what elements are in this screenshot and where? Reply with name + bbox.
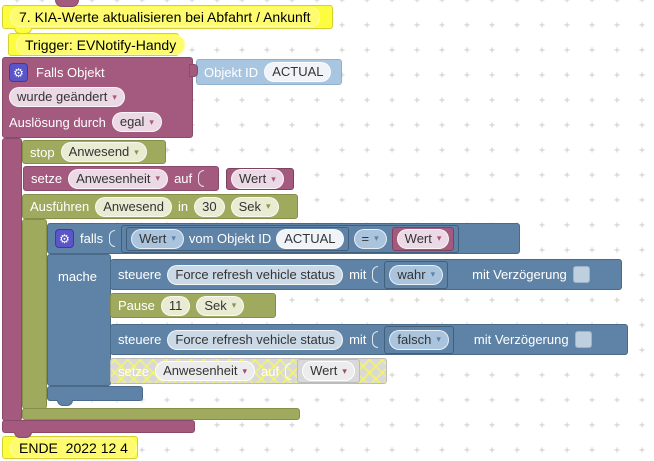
delay-label: mit Verzögerung: [473, 332, 569, 347]
comment-text: ENDE 2022 12 4: [10, 437, 137, 458]
if-block-header[interactable]: ⚙ falls Wert ▾ vom Objekt ID ACTUAL = ▾ …: [47, 223, 520, 254]
value-type-dropdown[interactable]: Wert ▾: [131, 228, 184, 249]
chevron-down-icon: ▾: [374, 233, 379, 243]
value-dropdown[interactable]: Wert ▾: [396, 228, 450, 249]
bool-dropdown[interactable]: wahr ▾: [389, 264, 444, 285]
gear-icon[interactable]: ⚙: [55, 229, 74, 248]
in-label: in: [177, 199, 189, 214]
object-id-block[interactable]: Objekt ID ACTUAL: [196, 59, 342, 85]
value-socket: [198, 170, 205, 187]
operator-dropdown[interactable]: = ▾: [353, 228, 387, 249]
unit-dropdown[interactable]: Sek ▾: [230, 196, 279, 217]
compare-block[interactable]: Wert ▾ vom Objekt ID ACTUAL = ▾ Wert ▾: [121, 224, 460, 253]
comment-text: 7. KIA-Werte aktualisieren bei Abfahrt /…: [10, 7, 320, 27]
chevron-down-icon: ▾: [112, 91, 117, 102]
control-object-field[interactable]: Force refresh vehicle status: [167, 264, 344, 285]
value-block-wert[interactable]: Wert ▾: [226, 168, 294, 190]
trigger-label: Falls Objekt: [36, 65, 105, 80]
comment-block-trigger[interactable]: Trigger: EVNotify-Handy: [8, 33, 186, 56]
to-label: auf: [174, 171, 193, 186]
comment-block-title[interactable]: 7. KIA-Werte aktualisieren bei Abfahrt /…: [2, 5, 333, 29]
get-value-block[interactable]: Wert ▾ vom Objekt ID ACTUAL: [126, 226, 349, 251]
change-type-dropdown[interactable]: wurde geändert ▾: [9, 87, 125, 107]
comment-text: Trigger: EVNotify-Handy: [16, 34, 186, 55]
comment-block-end[interactable]: ENDE 2022 12 4: [2, 436, 138, 459]
value-socket: [285, 362, 292, 380]
chevron-down-icon: ▾: [436, 334, 441, 344]
chevron-down-icon: ▾: [242, 365, 248, 376]
control-label: steuere: [118, 267, 162, 282]
chevron-down-icon: ▾: [436, 233, 442, 243]
chevron-down-icon: ▾: [134, 146, 139, 157]
bool-dropdown[interactable]: falsch ▾: [389, 329, 449, 350]
control-object-field[interactable]: Force refresh vehicle status: [167, 329, 344, 350]
control-state-block-true[interactable]: steuere Force refresh vehicle status mit…: [110, 259, 622, 290]
timeout-name-dropdown[interactable]: Anwesend ▾: [60, 142, 147, 162]
if-block-bottom[interactable]: [47, 386, 143, 401]
timeout-block-spine[interactable]: [22, 219, 47, 409]
gear-icon[interactable]: ⚙: [9, 63, 28, 82]
value-dropdown[interactable]: Wert ▾: [231, 169, 284, 189]
set-state-block[interactable]: setze Anwesenheit ▾ auf: [23, 166, 219, 191]
stop-label: stop: [30, 144, 55, 160]
set-label: setze: [31, 171, 63, 186]
timeout-block-bottom[interactable]: [22, 408, 300, 420]
delay-checkbox[interactable]: [572, 266, 590, 283]
set-state-block-disabled[interactable]: setze Anwesenheit ▾ auf Wert ▾: [110, 358, 387, 384]
control-label: steuere: [118, 332, 162, 347]
object-id-field[interactable]: ACTUAL: [264, 62, 332, 82]
stop-timeout-block[interactable]: stop Anwesend ▾: [22, 140, 166, 164]
run-label: Ausführen: [30, 199, 90, 214]
condition-socket: [109, 230, 116, 247]
chevron-down-icon: ▾: [171, 233, 176, 243]
delay-label: mit Verzögerung: [472, 267, 567, 282]
logic-value-block[interactable]: wahr ▾: [384, 260, 449, 289]
chevron-down-icon: ▾: [430, 269, 436, 279]
do-label: mache: [58, 269, 98, 284]
connector-bump: [55, 0, 79, 7]
of-object-label: vom Objekt ID: [188, 231, 272, 246]
value-socket: [372, 266, 379, 283]
value-socket: [372, 331, 379, 348]
object-id-label: Objekt ID: [204, 64, 259, 80]
value-block-wert[interactable]: Wert ▾: [391, 226, 455, 251]
trigger-condition-row: Auslösung durch egal ▾: [9, 112, 162, 132]
value-block-wert[interactable]: Wert ▾: [297, 359, 360, 383]
connector-tab: [189, 64, 198, 77]
delay-checkbox[interactable]: [574, 331, 592, 348]
chevron-down-icon: ▾: [155, 173, 161, 183]
state-dropdown[interactable]: Anwesenheit ▾: [68, 168, 169, 189]
trigger-block-bottom[interactable]: [2, 420, 195, 433]
with-label: mit: [349, 332, 367, 347]
pause-block[interactable]: Pause 11 Sek ▾: [110, 293, 276, 318]
trigger-block-header: ⚙ Falls Objekt: [9, 63, 105, 82]
delay-field[interactable]: 30: [194, 196, 225, 217]
state-dropdown[interactable]: Anwesenheit ▾: [155, 361, 256, 381]
control-state-block-false[interactable]: steuere Force refresh vehicle status mit…: [110, 324, 628, 355]
object-id-field[interactable]: ACTUAL: [276, 228, 344, 249]
logic-value-block[interactable]: falsch ▾: [384, 325, 454, 354]
chevron-down-icon: ▾: [149, 116, 154, 127]
trigger-block[interactable]: ⚙ Falls Objekt wurde geändert ▾ Auslösun…: [2, 57, 193, 138]
trigger-block-spine[interactable]: [2, 138, 22, 421]
if-block-body[interactable]: mache: [47, 254, 111, 386]
if-label: falls: [80, 231, 104, 246]
pause-value-field[interactable]: 11: [160, 295, 191, 316]
to-label: auf: [261, 363, 280, 379]
chevron-down-icon: ▾: [231, 300, 237, 310]
condition-dropdown[interactable]: egal ▾: [111, 112, 162, 132]
pause-label: Pause: [118, 298, 155, 313]
timeout-name-field[interactable]: Anwesend: [95, 196, 172, 217]
set-label: setze: [118, 363, 150, 379]
chevron-down-icon: ▾: [265, 201, 271, 211]
pause-unit-dropdown[interactable]: Sek ▾: [196, 295, 245, 316]
chevron-down-icon: ▾: [342, 365, 347, 376]
value-dropdown[interactable]: Wert ▾: [302, 361, 355, 381]
timeout-block[interactable]: Ausführen Anwesend in 30 Sek ▾: [22, 194, 298, 219]
chevron-down-icon: ▾: [271, 173, 276, 184]
with-label: mit: [349, 267, 367, 282]
condition-label: Auslösung durch: [9, 114, 106, 130]
